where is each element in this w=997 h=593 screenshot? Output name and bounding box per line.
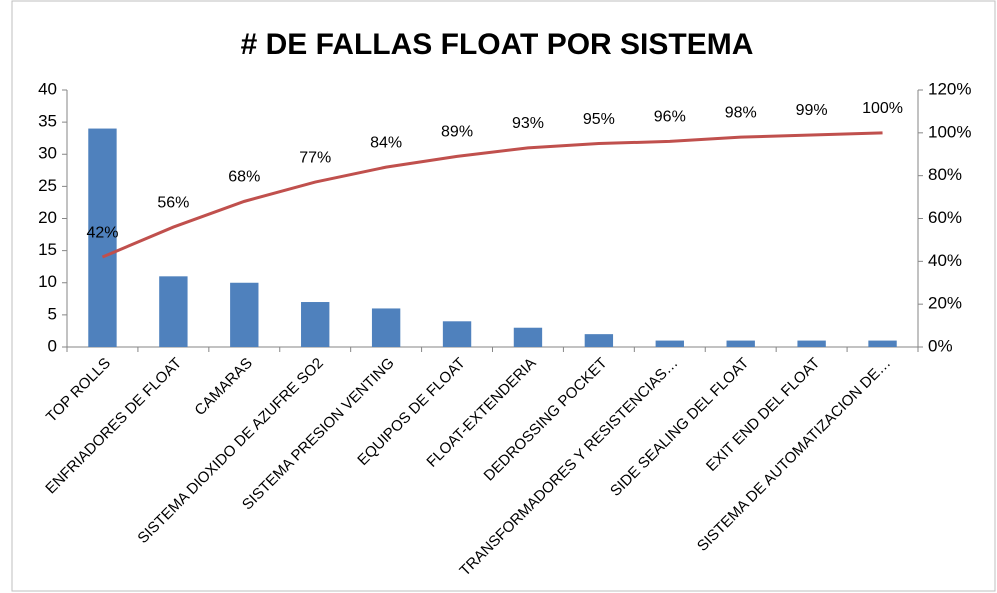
data-label: 100% xyxy=(862,100,903,117)
data-label: 95% xyxy=(583,111,615,128)
y-tick-label: 40 xyxy=(38,79,57,98)
cumulative-line xyxy=(101,131,883,259)
data-label: 98% xyxy=(725,104,757,121)
bar xyxy=(159,276,188,347)
bar xyxy=(726,340,755,347)
data-label: 84% xyxy=(370,134,402,151)
data-label: 96% xyxy=(654,109,686,126)
data-label: 93% xyxy=(512,115,544,132)
bar xyxy=(230,282,259,347)
y2-tick-label: 40% xyxy=(928,251,962,270)
y-tick-label: 20 xyxy=(38,208,57,227)
y2-tick-label: 80% xyxy=(928,165,962,184)
bar xyxy=(442,321,472,347)
bar xyxy=(655,340,684,347)
chart-title: # DE FALLAS FLOAT POR SISTEMA xyxy=(241,28,754,61)
y2-tick-label: 120% xyxy=(928,79,971,98)
bar xyxy=(88,128,117,347)
y-tick-label: 35 xyxy=(38,112,57,131)
y2-tick-label: 0% xyxy=(928,336,953,355)
y2-tick-label: 60% xyxy=(928,208,962,227)
y2-tick-label: 100% xyxy=(928,122,971,141)
y-tick-label: 25 xyxy=(38,176,57,195)
bar xyxy=(513,327,543,347)
data-label: 68% xyxy=(228,169,260,186)
bar xyxy=(868,340,897,347)
bar xyxy=(371,308,401,347)
bar xyxy=(301,302,330,347)
y-tick-label: 0 xyxy=(48,336,57,355)
data-label: 56% xyxy=(157,194,189,211)
y-tick-label: 15 xyxy=(38,240,57,259)
data-label: 77% xyxy=(299,149,331,166)
data-label: 99% xyxy=(796,102,828,119)
y-tick-label: 10 xyxy=(38,272,57,291)
data-label: 42% xyxy=(86,224,118,241)
data-label: 89% xyxy=(441,124,473,141)
y2-tick-label: 20% xyxy=(928,294,962,313)
bar xyxy=(584,334,614,347)
y-tick-label: 30 xyxy=(38,144,57,163)
bar xyxy=(797,340,826,347)
y-tick-label: 5 xyxy=(48,304,57,323)
